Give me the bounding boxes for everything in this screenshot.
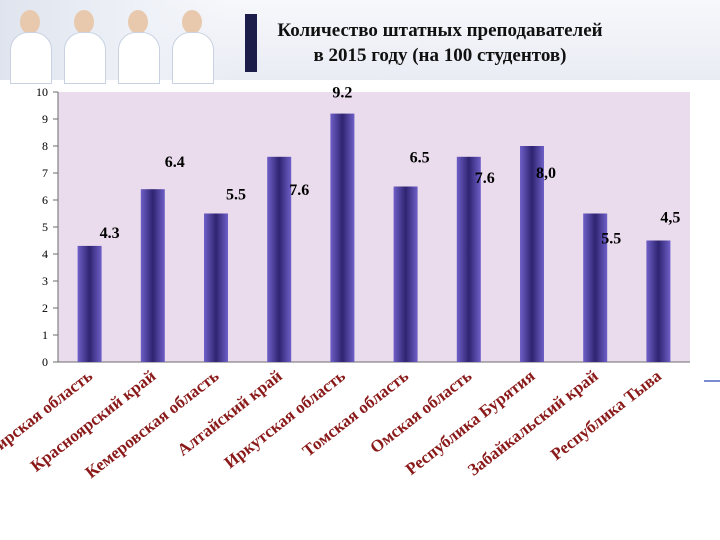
category-label: Республика Тыва bbox=[547, 366, 665, 464]
bar bbox=[583, 213, 608, 362]
data-label: 4,5 bbox=[660, 210, 680, 227]
chart-title: Количество штатных преподавателей в 2015… bbox=[190, 18, 690, 68]
category-label: Иркутская область bbox=[221, 366, 349, 472]
y-tick-label: 1 bbox=[42, 328, 48, 342]
data-label: 5.5 bbox=[226, 187, 246, 204]
doctor-figure bbox=[116, 6, 160, 84]
y-tick-label: 2 bbox=[42, 301, 48, 315]
bar bbox=[140, 189, 165, 362]
y-tick-label: 4 bbox=[42, 247, 48, 261]
bar bbox=[330, 113, 355, 362]
header-photo-doctors bbox=[0, 0, 230, 84]
data-label: 4.3 bbox=[100, 225, 120, 242]
bar bbox=[393, 186, 418, 362]
bar bbox=[267, 156, 292, 362]
category-label: Алтайский край bbox=[174, 366, 286, 460]
y-tick-label: 6 bbox=[42, 193, 48, 207]
bar bbox=[77, 245, 102, 362]
doctor-figure bbox=[62, 6, 106, 84]
y-tick-label: 5 bbox=[42, 220, 48, 234]
title-accent-bar bbox=[245, 14, 257, 72]
data-labels: 4.3 6.4 5.5 7.6 9.2 6.5 7.6 8,0 5.5 4,5 bbox=[100, 85, 681, 248]
data-label: 9.2 bbox=[332, 85, 352, 102]
data-label: 7.6 bbox=[475, 170, 495, 187]
y-tick-label: 8 bbox=[42, 139, 48, 153]
y-tick-label: 7 bbox=[42, 166, 48, 180]
y-tick-label: 0 bbox=[42, 355, 48, 369]
data-label: 6.5 bbox=[410, 150, 430, 167]
bar bbox=[456, 156, 481, 362]
category-label: Томская область bbox=[299, 366, 412, 460]
bars bbox=[77, 113, 671, 362]
y-tick-label: 3 bbox=[42, 274, 48, 288]
doctor-figure bbox=[8, 6, 52, 84]
bar bbox=[520, 146, 544, 362]
doctor-figure bbox=[170, 6, 214, 84]
y-tick-label: 9 bbox=[42, 112, 48, 126]
bar bbox=[204, 213, 228, 362]
bar bbox=[646, 240, 671, 362]
data-label: 8,0 bbox=[536, 165, 556, 182]
data-label: 6.4 bbox=[165, 154, 185, 171]
data-label: 7.6 bbox=[289, 182, 309, 199]
right-accent-rule bbox=[704, 380, 720, 382]
chart-title-line-1: Количество штатных преподавателей bbox=[277, 20, 603, 41]
chart-title-line-2: в 2015 году (на 100 студентов) bbox=[313, 45, 567, 66]
y-tick-label: 10 bbox=[36, 85, 48, 99]
data-label: 5.5 bbox=[601, 231, 621, 248]
